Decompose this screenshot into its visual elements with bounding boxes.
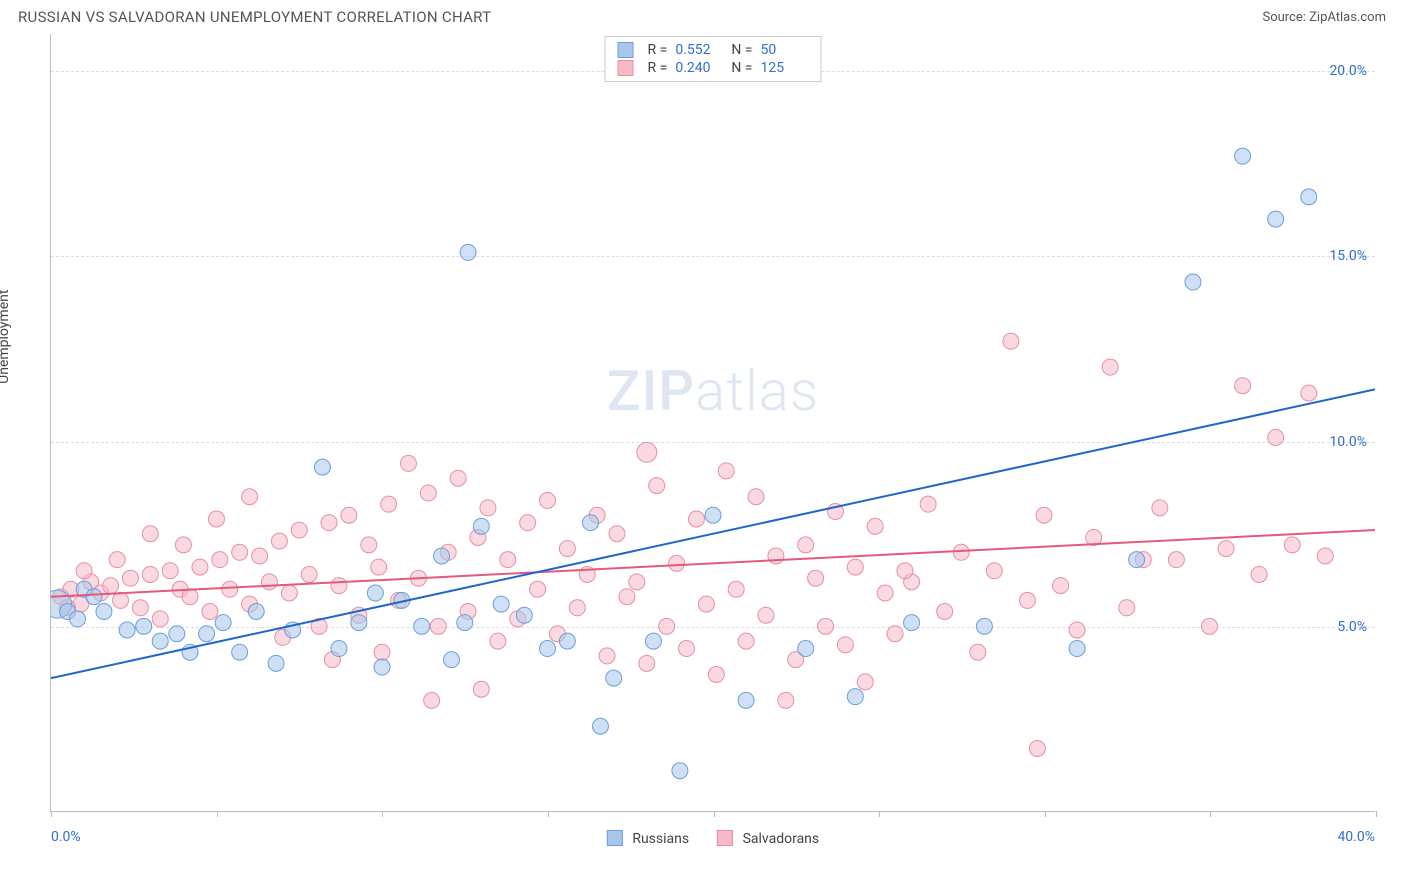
plot-region: R = 0.552 N = 50 R = 0.240 N = 125 ZIPat… xyxy=(50,34,1375,812)
chart-title: RUSSIAN VS SALVADORAN UNEMPLOYMENT CORRE… xyxy=(18,8,491,26)
legend-row-russians: R = 0.552 N = 50 xyxy=(618,41,809,59)
chart-source: Source: ZipAtlas.com xyxy=(1262,10,1386,25)
chart-area: Unemployment R = 0.552 N = 50 R = 0.240 … xyxy=(18,34,1388,812)
legend-n-label: N = xyxy=(731,60,752,76)
swatch-russians-icon xyxy=(607,830,623,846)
y-axis-label: Unemployment xyxy=(0,290,12,384)
swatch-salvadorans-icon xyxy=(717,830,733,846)
legend-n-label: N = xyxy=(731,42,752,58)
x-tick-label-start: 0.0% xyxy=(51,829,81,845)
swatch-russians-icon xyxy=(618,42,634,58)
swatch-salvadorans-icon xyxy=(618,60,634,76)
legend-n-value-salvadorans: 125 xyxy=(760,60,808,76)
legend-item-russians: Russians xyxy=(607,830,689,847)
chart-header: RUSSIAN VS SALVADORAN UNEMPLOYMENT CORRE… xyxy=(0,0,1406,30)
legend-r-value-russians: 0.552 xyxy=(675,42,723,58)
legend-row-salvadorans: R = 0.240 N = 125 xyxy=(618,59,809,77)
legend-item-salvadorans: Salvadorans xyxy=(717,830,819,847)
scatter-svg xyxy=(51,34,1375,811)
x-tick-label-end: 40.0% xyxy=(1337,829,1375,845)
legend-r-label: R = xyxy=(648,60,668,76)
legend-r-value-salvadorans: 0.240 xyxy=(675,60,723,76)
correlation-legend: R = 0.552 N = 50 R = 0.240 N = 125 xyxy=(605,36,822,82)
legend-r-label: R = xyxy=(648,42,668,58)
legend-n-value-russians: 50 xyxy=(760,42,808,58)
series-legend: Russians Salvadorans xyxy=(607,830,819,847)
